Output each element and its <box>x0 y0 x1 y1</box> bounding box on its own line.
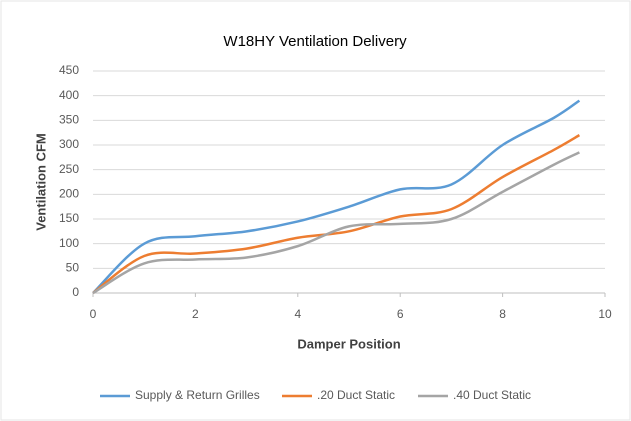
x-tick-label: 6 <box>397 307 404 321</box>
y-tick-label: 400 <box>59 88 79 102</box>
y-axis-label: Ventilation CFM <box>33 133 48 231</box>
y-tick-label: 50 <box>66 261 80 275</box>
y-tick-label: 450 <box>59 63 79 77</box>
x-tick-label: 0 <box>90 307 97 321</box>
x-tick-label: 10 <box>598 307 612 321</box>
line <box>92 134 581 295</box>
x-axis-label: Damper Position <box>297 336 400 351</box>
y-tick-label: 350 <box>59 113 79 127</box>
y-tick-label: 0 <box>72 285 79 299</box>
y-tick-label: 300 <box>59 137 79 151</box>
y-tick-label: 150 <box>59 211 79 225</box>
line <box>92 151 580 295</box>
y-tick-label: 100 <box>59 236 79 250</box>
legend-label: .40 Duct Static <box>453 388 531 402</box>
x-tick-label: 2 <box>192 307 199 321</box>
line <box>92 99 581 294</box>
x-tick-label: 8 <box>499 307 506 321</box>
legend-label: .20 Duct Static <box>317 388 395 402</box>
chart-title: W18HY Ventilation Delivery <box>223 33 407 50</box>
legend-label: Supply & Return Grilles <box>135 388 260 402</box>
y-tick-label: 250 <box>59 162 79 176</box>
x-tick-label: 4 <box>294 307 301 321</box>
y-tick-label: 200 <box>59 187 79 201</box>
